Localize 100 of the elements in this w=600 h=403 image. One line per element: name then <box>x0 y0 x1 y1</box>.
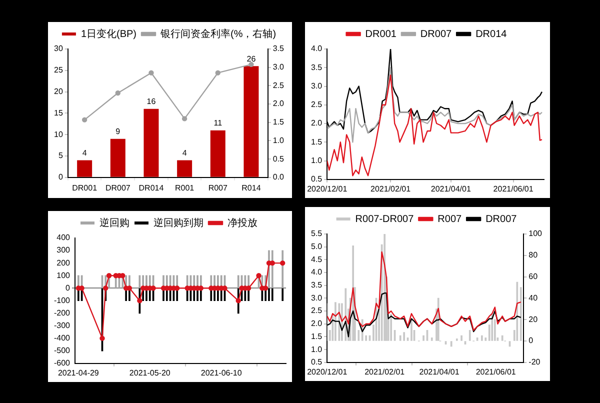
bar <box>144 108 159 177</box>
legend-label: 银行间资金利率(%，右轴) <box>160 28 276 40</box>
point <box>215 70 220 76</box>
y-tick-label: 2.0 <box>310 319 323 328</box>
y2-tick-label: 1.5 <box>272 118 285 127</box>
y-tick-label: 200 <box>56 258 71 268</box>
y-tick-label: -400 <box>54 334 71 343</box>
legend-label: DR007 <box>420 28 452 40</box>
bar <box>77 160 92 177</box>
legend-label: R007-DR007 <box>355 214 414 225</box>
y-tick-label: 300 <box>56 246 71 255</box>
point <box>280 260 286 266</box>
y-tick-label: 0.5 <box>310 358 323 367</box>
x-tick-label: 2020/12/01 <box>307 367 348 376</box>
x-tick-label: R014 <box>242 183 262 192</box>
x-tick-label: DR014 <box>138 183 164 192</box>
y2-tick-label: -20 <box>528 358 541 367</box>
y-tick-label: -300 <box>54 320 71 330</box>
y2-tick-label: 0.0 <box>272 172 285 182</box>
y-tick-label: -500 <box>54 346 71 356</box>
y2-tick-label: 3.0 <box>272 62 285 72</box>
x-tick-label: 2021/04/01 <box>419 367 460 376</box>
bar <box>110 138 126 177</box>
data-label: 16 <box>146 97 156 106</box>
point <box>100 336 105 341</box>
y-tick-label: 15 <box>54 108 64 118</box>
y-tick-label: 0 <box>66 283 71 292</box>
y2-tick-label: 3.5 <box>272 44 285 54</box>
point <box>120 273 126 278</box>
point <box>103 286 108 291</box>
x-tick-label: R001 <box>174 183 195 192</box>
y-tick-label: 400 <box>56 233 71 242</box>
y2-tick-label: 0.5 <box>272 154 285 164</box>
point <box>236 298 241 304</box>
legend-label: DR001 <box>365 28 397 40</box>
y-tick-label: 5.0 <box>310 242 323 252</box>
x-tick-label: DR001 <box>72 183 98 192</box>
y-tick-label: -200 <box>54 308 71 318</box>
y2-tick-label: 100 <box>528 229 543 238</box>
y-tick-label: 10 <box>54 130 64 139</box>
legend-label: DR014 <box>476 28 508 40</box>
data-label: 11 <box>214 118 223 128</box>
x-tick-label: 2021-05-20 <box>129 368 171 378</box>
y-tick-label: -600 <box>54 358 71 368</box>
y-tick-label: 5.5 <box>310 229 323 238</box>
y2-tick-label: 40 <box>528 293 538 302</box>
legend-label: R007 <box>438 214 462 225</box>
data-label: 26 <box>246 54 256 64</box>
bar <box>210 130 226 177</box>
legend-label: 1日变化(BP) <box>80 28 137 40</box>
legend-label: 净投放 <box>228 216 258 229</box>
y-tick-label: 20 <box>54 87 64 96</box>
y2-tick-label: 20 <box>528 314 538 324</box>
x-tick-label: 2021/06/01 <box>476 367 516 376</box>
bar <box>244 66 259 177</box>
y-tick-label: 3.0 <box>310 81 323 90</box>
y-tick-label: 100 <box>56 270 71 280</box>
point <box>174 286 180 291</box>
x-tick-label: 2021/06/01 <box>493 184 534 194</box>
data-label: 4 <box>182 148 188 158</box>
legend-label: 逆回购到期 <box>154 216 204 229</box>
y-tick-label: 2.5 <box>310 100 323 110</box>
point <box>106 273 112 278</box>
x-tick-label: 2021/02/01 <box>364 367 406 376</box>
y-tick-label: 0.5 <box>310 174 323 184</box>
y-tick-label: 2.0 <box>310 118 323 128</box>
data-label: 4 <box>82 148 88 158</box>
x-tick-label: 2021-04-29 <box>58 368 100 378</box>
x-tick-label: 2020/12/01 <box>307 184 348 194</box>
point <box>82 117 88 122</box>
point <box>137 298 142 304</box>
y-tick-label: 2.5 <box>310 306 323 316</box>
y-tick-label: 4.0 <box>310 44 323 54</box>
x-tick-label: R007 <box>208 183 228 192</box>
x-tick-label: DR007 <box>105 183 131 192</box>
y-tick-label: 4.0 <box>310 268 323 277</box>
y-tick-label: 5 <box>58 151 64 160</box>
data-label: 9 <box>116 127 121 136</box>
legend-label: 逆回购 <box>100 216 130 229</box>
y-tick-label: -100 <box>54 296 71 305</box>
y-tick-label: 1.0 <box>310 344 323 354</box>
y-tick-label: 3.5 <box>310 280 323 290</box>
x-tick-label: 2021/04/01 <box>430 184 472 194</box>
y2-tick-label: 0 <box>528 336 534 346</box>
y-tick-label: 1.0 <box>310 156 323 165</box>
x-tick-label: 2021/02/01 <box>370 184 412 194</box>
point <box>148 70 154 76</box>
y2-tick-label: 80 <box>528 250 538 260</box>
y2-tick-label: 60 <box>528 272 538 282</box>
bar <box>177 160 192 177</box>
y-tick-label: 1.5 <box>310 332 323 341</box>
y-tick-label: 25 <box>54 66 64 75</box>
y-tick-label: 4.5 <box>310 254 323 264</box>
y2-tick-label: 2.0 <box>272 99 285 108</box>
y-tick-label: 3.0 <box>310 293 323 302</box>
x-tick-label: 2021-06-10 <box>200 368 242 378</box>
y-tick-label: 0 <box>58 172 64 182</box>
point <box>182 116 188 122</box>
legend-label: DR007 <box>486 214 518 225</box>
y-tick-label: 1.5 <box>310 137 323 146</box>
